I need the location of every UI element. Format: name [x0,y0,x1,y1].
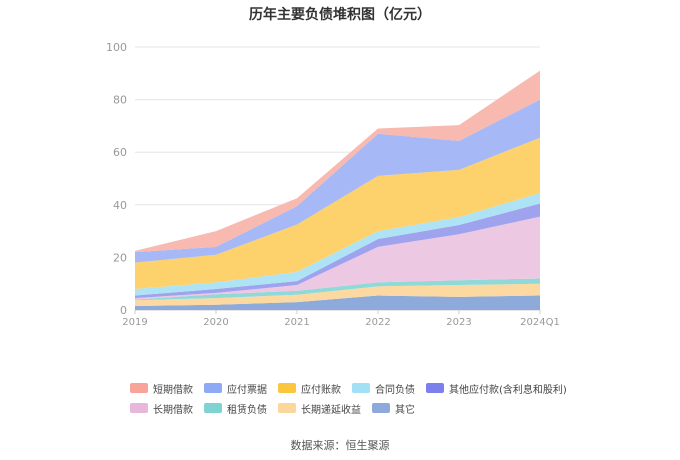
legend-item-short-term-loans[interactable]: 短期借款 [130,381,193,396]
y-tick-label: 40 [113,199,127,212]
legend-swatch [352,383,370,393]
legend-item-other[interactable]: 其它 [372,401,415,416]
data-source-note: 数据来源：恒生聚源 [290,439,390,452]
legend-swatch [204,403,222,413]
legend-item-accounts-payable[interactable]: 应付账款 [278,381,341,396]
area-series [135,278,540,301]
x-tick-label: 2024Q1 [520,317,560,328]
area-series [135,216,540,300]
legend-label: 长期递延收益 [301,404,361,416]
legend-label: 合同负债 [375,384,415,396]
legend-label: 短期借款 [153,384,193,396]
legend: 短期借款 应付票据 应付账款 合同负债 其他应付款(含利息和股利) 长 [130,378,580,418]
legend-item-other-payables[interactable]: 其他应付款(含利息和股利) [426,381,567,396]
y-tick-label: 20 [113,251,127,264]
legend-swatch [130,383,148,393]
x-tick-label: 2020 [203,317,228,328]
area-series [135,137,540,289]
x-tick-label: 2023 [446,317,471,328]
legend-swatch [130,403,148,413]
legend-swatch [204,383,222,393]
legend-swatch [278,403,296,413]
legend-item-lease-liabilities[interactable]: 租赁负债 [204,401,267,416]
legend-row-1: 短期借款 应付票据 应付账款 合同负债 其他应付款(含利息和股利) [130,378,580,398]
y-tick-label: 80 [113,94,127,107]
x-tick-label: 2022 [365,317,390,328]
legend-row-2: 长期借款 租赁负债 长期递延收益 其它 [130,398,580,418]
chart-title: 历年主要负债堆积图（亿元） [249,7,431,23]
legend-label: 租赁负债 [227,404,267,416]
legend-label: 长期借款 [153,404,193,416]
area-series [135,295,540,310]
legend-item-deferred-income[interactable]: 长期递延收益 [278,401,361,416]
y-tick-label: 100 [106,41,127,54]
x-tick-label: 2019 [122,317,147,328]
legend-item-long-term-loans[interactable]: 长期借款 [130,401,193,416]
legend-label: 应付票据 [227,384,267,396]
y-tick-label: 0 [120,304,127,317]
area-series [135,283,540,307]
legend-swatch [372,403,390,413]
legend-label: 其他应付款(含利息和股利) [449,384,567,396]
area-series [135,99,540,263]
legend-item-contract-liabilities[interactable]: 合同负债 [352,381,415,396]
y-tick-label: 60 [113,146,127,159]
legend-item-notes-payable[interactable]: 应付票据 [204,381,267,396]
legend-swatch [278,383,296,393]
legend-swatch [426,383,444,393]
legend-label: 其它 [395,404,415,416]
x-tick-label: 2021 [284,317,309,328]
legend-label: 应付账款 [301,384,341,396]
